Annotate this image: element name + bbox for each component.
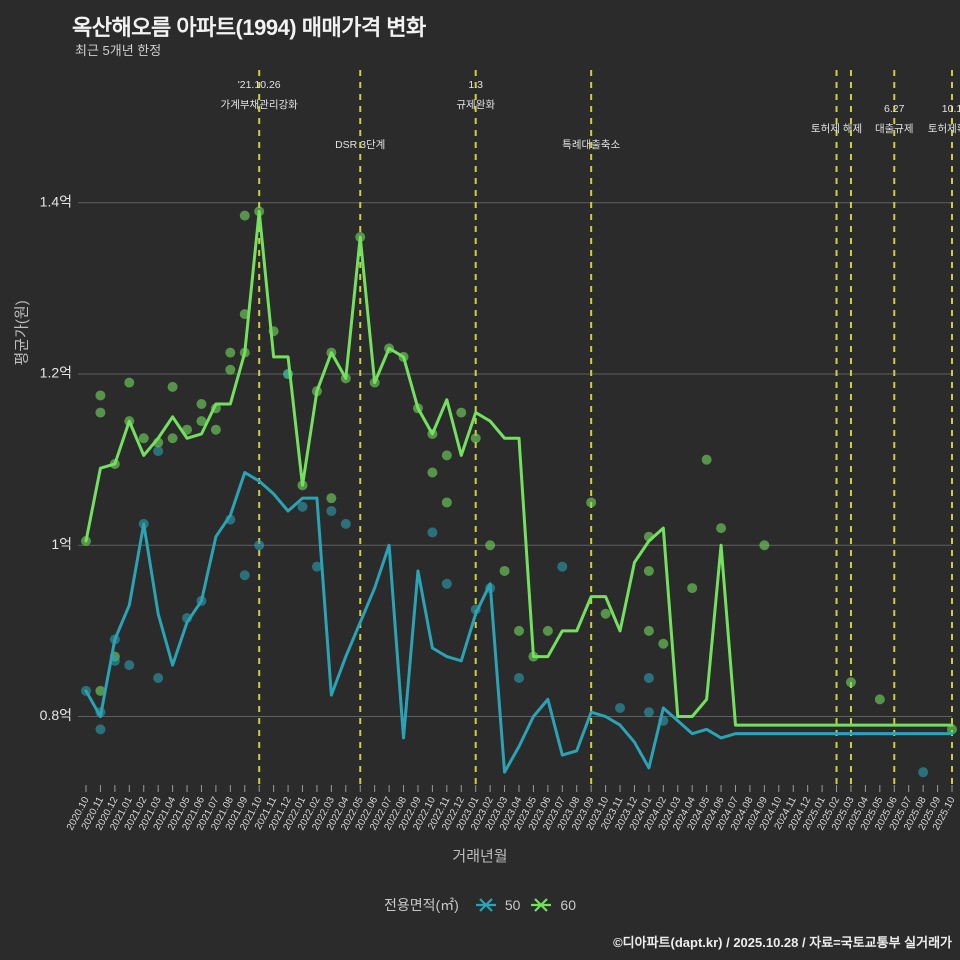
- event-label-bottom: 특례대출축소: [562, 139, 620, 151]
- scatter-point: [167, 433, 178, 444]
- scatter-point: [643, 672, 654, 683]
- scatter-point: [470, 433, 481, 444]
- scatter-point: [441, 497, 452, 508]
- scatter-point: [658, 638, 669, 649]
- scatter-point: [196, 399, 207, 410]
- scatter-point: [124, 660, 135, 671]
- scatter-point: [340, 518, 351, 529]
- scatter-point: [153, 446, 164, 457]
- event-label-top: '21.10.26: [238, 79, 281, 91]
- scatter-point: [124, 377, 135, 388]
- legend-title: 전용면적(㎡): [383, 897, 459, 913]
- scatter-point: [95, 407, 106, 418]
- y-tick-label: 0.8억: [40, 707, 72, 723]
- scatter-point: [600, 608, 611, 619]
- event-label-bottom: 규제완화: [456, 98, 495, 111]
- scatter-point: [225, 347, 236, 358]
- y-tick-label: 1.2억: [40, 365, 72, 381]
- event-label-bottom: 대출규제: [875, 123, 914, 135]
- legend-label-50: 50: [504, 897, 521, 913]
- scatter-point: [643, 565, 654, 576]
- page-title: 옥산해오름 아파트(1994) 매매가격 변화: [72, 15, 426, 40]
- scatter-point: [514, 672, 524, 683]
- event-label-bottom: DSR 3단계: [335, 139, 385, 151]
- legend-item-60[interactable]: 60: [530, 896, 576, 914]
- y-axis-title: 평균가(원): [13, 300, 31, 366]
- scatter-point: [918, 767, 929, 778]
- scatter-point: [239, 210, 250, 221]
- scatter-point: [196, 416, 207, 427]
- scatter-point: [687, 583, 698, 594]
- scatter-point: [615, 702, 626, 713]
- chart-legend: 전용면적(㎡) 50 60: [0, 895, 960, 915]
- scatter-point: [210, 424, 221, 435]
- price-line-chart: 0.8억 1억 1.2억 1.4억 '21.10.26 가계부채관리강화 DSR 3단계 1.…: [40, 70, 960, 832]
- scatter-point: [441, 450, 452, 461]
- scatter-point: [759, 540, 770, 551]
- scatter-point: [427, 527, 438, 538]
- scatter-point: [167, 381, 178, 392]
- scatter-point: [326, 506, 337, 517]
- event-label-bottom: 가계부채관리강화: [221, 99, 299, 111]
- scatter-point: [874, 694, 885, 705]
- event-label-top: 10.1: [942, 103, 960, 115]
- scatter-point: [441, 578, 452, 589]
- scatter-point: [485, 540, 496, 551]
- scatter-point: [557, 561, 568, 572]
- scatter-point: [95, 390, 106, 401]
- series-line-60: [84, 209, 954, 727]
- scatter-point: [542, 625, 553, 636]
- event-label-top: 1.3: [468, 79, 483, 91]
- scatter-point: [643, 625, 654, 636]
- scatter-point: [239, 570, 250, 581]
- scatter-point: [947, 724, 957, 735]
- scatter-point: [716, 523, 727, 534]
- x-marker-icon: [531, 898, 552, 912]
- scatter-point: [138, 433, 149, 444]
- scatter-point: [326, 493, 337, 504]
- scatter-point: [95, 685, 106, 696]
- scatter-point: [845, 677, 856, 688]
- footer-credit: ©디아파트(dapt.kr) / 2025.10.28 / 자료=국토교통부 실…: [613, 935, 952, 950]
- scatter-point: [427, 467, 438, 478]
- scatter-point: [225, 364, 236, 375]
- scatter-point: [456, 407, 467, 418]
- scatter-point: [586, 497, 597, 508]
- x-marker-icon: [475, 898, 496, 912]
- legend-item-50[interactable]: 50: [475, 896, 521, 914]
- page-subtitle: 최근 5개년 한정: [75, 43, 162, 58]
- y-tick-label: 1억: [51, 536, 72, 552]
- scatter-point: [514, 625, 524, 636]
- event-label-bottom: 토허제확대: [928, 122, 960, 135]
- series-line-50: [84, 471, 954, 774]
- scatter-point: [297, 501, 308, 512]
- x-axis-title: 거래년월: [452, 848, 508, 865]
- scatter-point: [643, 707, 654, 718]
- scatter-point: [153, 672, 164, 683]
- scatter-point: [95, 724, 106, 735]
- y-tick-label: 1.4억: [40, 194, 72, 210]
- scatter-point: [254, 540, 265, 551]
- scatter-point: [701, 454, 712, 465]
- legend-label-60: 60: [560, 897, 576, 913]
- event-label-bottom: 토허제 해제: [811, 122, 862, 135]
- event-label-top: 6.27: [884, 103, 905, 115]
- scatter-point: [311, 561, 322, 572]
- scatter-point: [499, 565, 510, 576]
